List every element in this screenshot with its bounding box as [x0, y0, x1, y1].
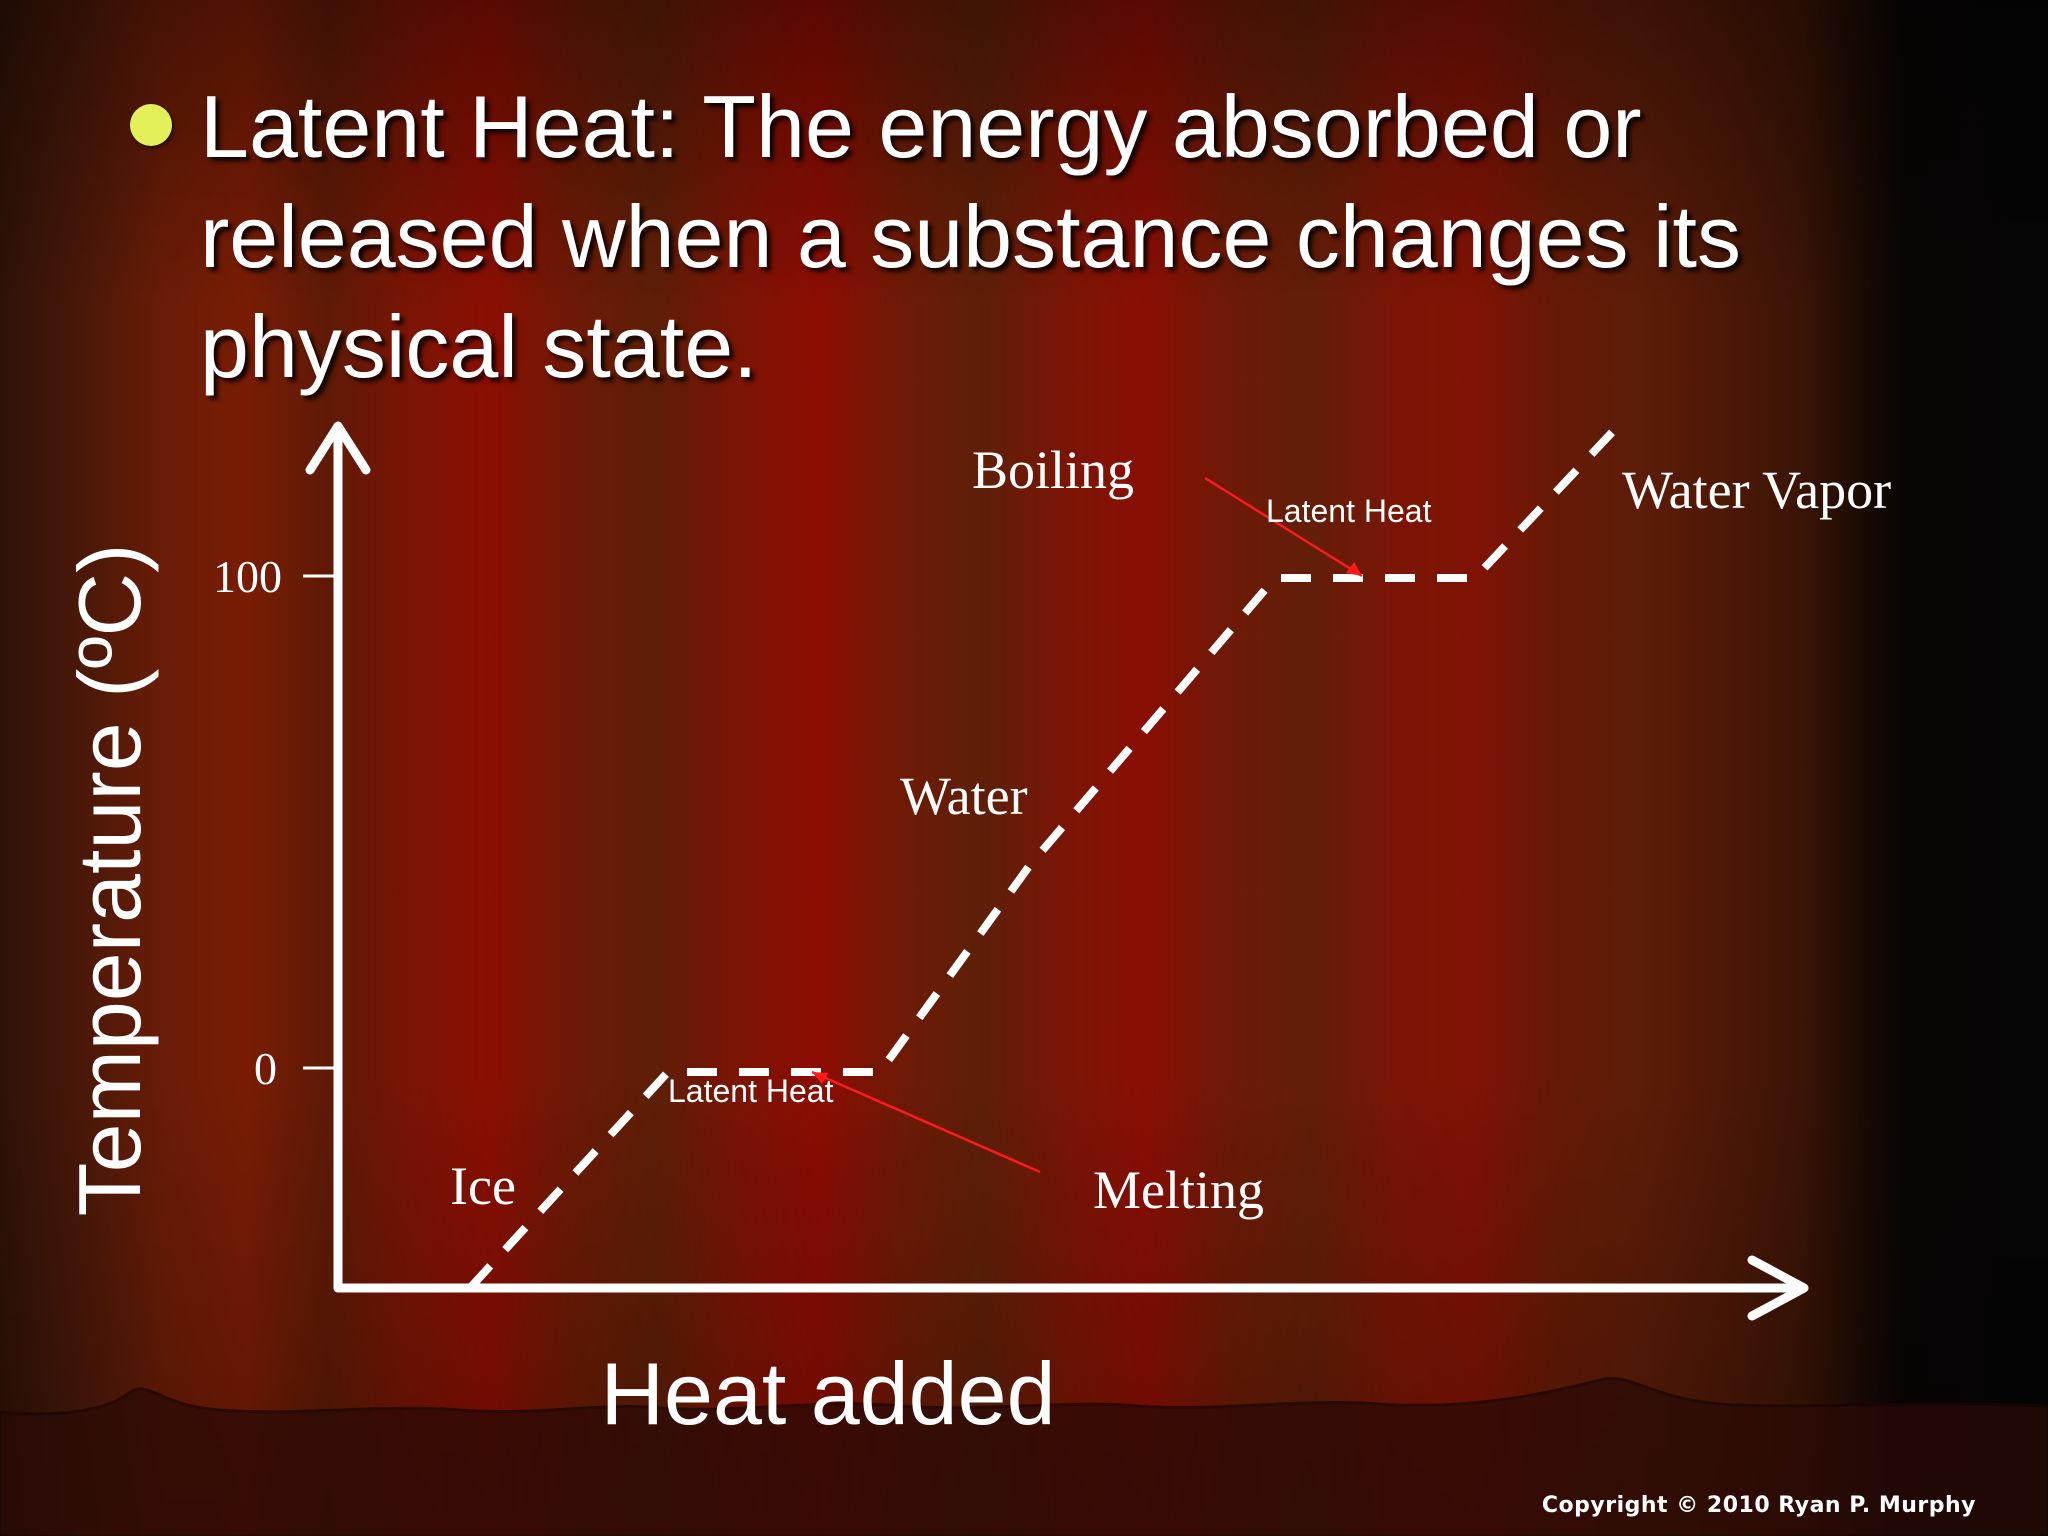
y-axis-title: Temperature (ºC): [60, 544, 159, 1217]
axes: [305, 421, 1809, 1321]
pointer-lines: [811, 476, 1363, 1174]
label-water: Water: [900, 766, 1028, 826]
ground-silhouette: [0, 1377, 2048, 1536]
slide-title: Latent Heat: The energy absorbed or rele…: [200, 77, 1741, 396]
y-tick-label-0: 0: [254, 1043, 277, 1094]
copyright-notice: Copyright © 2010 Ryan P. Murphy: [1541, 1493, 1976, 1518]
bullet-icon: [130, 104, 172, 146]
melting-pointer-head: [812, 1072, 828, 1084]
label-water-vapor: Water Vapor: [1622, 460, 1891, 520]
boiling-pointer-head: [1346, 562, 1362, 576]
x-axis-arrowhead: [1747, 1255, 1809, 1321]
label-latent-heat-bottom: Latent Heat: [668, 1073, 834, 1109]
label-ice: Ice: [450, 1156, 516, 1216]
y-tick-label-100: 100: [213, 551, 282, 602]
label-latent-heat-top: Latent Heat: [1266, 493, 1432, 529]
boiling-pointer: [1204, 476, 1363, 578]
melting-pointer: [811, 1070, 1041, 1174]
y-tick-marks: [303, 574, 338, 1070]
x-axis-title: Heat added: [600, 1344, 1055, 1443]
label-boiling: Boiling: [972, 440, 1134, 500]
label-melting: Melting: [1093, 1160, 1264, 1220]
y-axis-arrowhead: [305, 421, 371, 475]
heating-curve: [467, 423, 1621, 1291]
